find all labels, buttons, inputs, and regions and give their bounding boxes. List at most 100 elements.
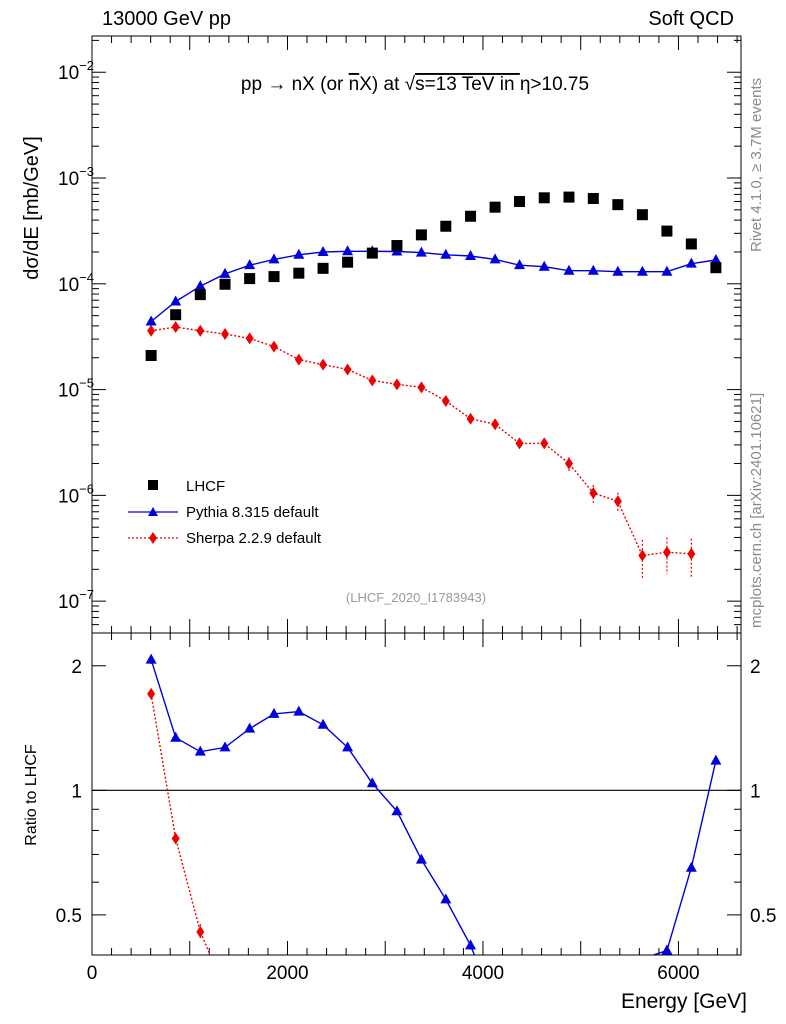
legend-label-lhcf: LHCF — [186, 478, 225, 495]
main-point-lhcf — [268, 271, 280, 283]
main-point-pythia — [710, 253, 722, 264]
main-point-sherpa — [147, 324, 156, 337]
y-tick-label-main: 10−6 — [58, 481, 94, 507]
ratio-point-pythia — [465, 939, 477, 950]
ratio-y-axis-label: Ratio to LHCF — [23, 744, 40, 846]
legend-marker-pythia — [148, 507, 158, 516]
main-point-sherpa — [343, 363, 352, 376]
main-point-lhcf — [415, 229, 427, 241]
y-tick-label-main: 10−2 — [58, 58, 94, 84]
main-point-lhcf — [489, 201, 501, 213]
x-tick-label: 0 — [87, 963, 98, 984]
main-point-sherpa — [662, 546, 671, 559]
main-point-pythia — [317, 245, 329, 256]
main-point-lhcf — [342, 256, 354, 268]
ratio-point-pythia — [268, 707, 280, 718]
main-point-sherpa — [589, 487, 598, 500]
main-point-lhcf — [170, 309, 182, 321]
ratio-point-pythia — [391, 805, 403, 816]
main-point-pythia — [514, 259, 526, 270]
ratio-point-sherpa — [147, 687, 156, 700]
main-axes: 10−7 10−6 10−5 10−4 10−3 10−2 — [58, 36, 741, 634]
main-point-pythia — [244, 259, 256, 270]
main-point-lhcf — [563, 191, 575, 203]
y-tick-label-ratio-right: 0.5 — [750, 906, 776, 927]
main-point-pythia — [440, 248, 452, 259]
main-point-lhcf — [366, 247, 378, 259]
main-point-sherpa — [392, 378, 401, 391]
main-point-pythia — [465, 250, 477, 261]
main-point-lhcf — [440, 220, 452, 232]
main-point-lhcf — [514, 195, 526, 207]
chart-title: pp → nX (or nX) at √s=13 TeV in η>10.75 — [241, 74, 589, 95]
main-point-sherpa — [687, 547, 696, 560]
main-point-pythia — [587, 264, 599, 275]
main-point-sherpa — [245, 332, 254, 345]
ratio-point-pythia — [710, 754, 722, 765]
main-point-sherpa — [540, 437, 549, 450]
ratio-point-pythia — [685, 861, 697, 872]
main-point-pythia — [170, 295, 182, 306]
main-point-sherpa — [171, 321, 180, 334]
legend-label-sherpa: Sherpa 2.2.9 default — [186, 530, 322, 547]
main-point-sherpa — [196, 324, 205, 337]
main-point-sherpa — [319, 358, 328, 371]
side-text-rivet: Rivet 4.1.0, ≥ 3.7M events — [748, 78, 765, 252]
ratio-point-pythia — [194, 745, 206, 756]
main-point-lhcf — [317, 262, 329, 274]
main-point-sherpa — [417, 381, 426, 394]
main-line-sherpa — [150, 326, 692, 557]
y-tick-label-main: 10−7 — [58, 587, 94, 613]
header-right: Soft QCD — [648, 8, 734, 30]
x-axis-label: Energy [GeV] — [621, 990, 747, 1013]
main-point-sherpa — [221, 328, 230, 341]
main-point-pythia — [685, 257, 697, 268]
ratio-point-sherpa — [171, 832, 180, 845]
y-tick-label-main: 10−4 — [58, 270, 94, 296]
ratio-point-pythia — [219, 741, 231, 752]
main-point-lhcf — [538, 192, 550, 204]
main-point-pythia — [293, 248, 305, 259]
ratio-series — [145, 653, 722, 996]
main-point-lhcf — [194, 289, 206, 301]
main-point-pythia — [661, 265, 673, 276]
x-tick-label: 2000 — [266, 963, 308, 984]
main-point-pythia — [415, 246, 427, 257]
main-point-lhcf — [661, 225, 673, 237]
main-series — [145, 191, 722, 580]
main-point-lhcf — [587, 193, 599, 205]
main-point-lhcf — [145, 349, 157, 361]
main-point-lhcf — [685, 238, 697, 250]
x-tick-label: 6000 — [657, 963, 699, 984]
main-point-pythia — [145, 315, 157, 326]
main-point-lhcf — [710, 262, 722, 274]
ratio-point-pythia — [440, 893, 452, 904]
ratio-point-pythia — [145, 653, 157, 664]
main-point-lhcf — [293, 267, 305, 279]
ratio-point-pythia — [244, 722, 256, 733]
main-point-sherpa — [613, 495, 622, 508]
y-tick-label-ratio: 0.5 — [56, 906, 82, 927]
ratio-point-pythia — [366, 777, 378, 788]
ratio-point-pythia — [342, 741, 354, 752]
main-point-pythia — [194, 280, 206, 291]
ratio-point-pythia — [661, 944, 673, 955]
main-point-pythia — [538, 260, 550, 271]
y-tick-label-main: 10−3 — [58, 164, 94, 190]
ratio-point-pythia — [170, 731, 182, 742]
main-point-pythia — [268, 253, 280, 264]
main-point-sherpa — [269, 340, 278, 353]
main-point-sherpa — [515, 437, 524, 450]
ratio-plot-frame — [91, 632, 742, 956]
legend-marker-lhcf — [148, 480, 158, 490]
main-point-lhcf — [636, 209, 648, 221]
main-point-lhcf — [465, 210, 477, 222]
side-text-mcplots: mcplots.cern.ch [arXiv:2401.10621] — [748, 393, 765, 628]
y-tick-label-ratio-right: 2 — [750, 657, 761, 678]
ratio-point-sherpa — [221, 984, 229, 996]
main-point-pythia — [342, 245, 354, 256]
y-tick-label-ratio: 2 — [71, 657, 82, 678]
main-point-sherpa — [564, 457, 573, 470]
main-y-axis-label: dσ/dE [mb/GeV] — [21, 136, 43, 280]
